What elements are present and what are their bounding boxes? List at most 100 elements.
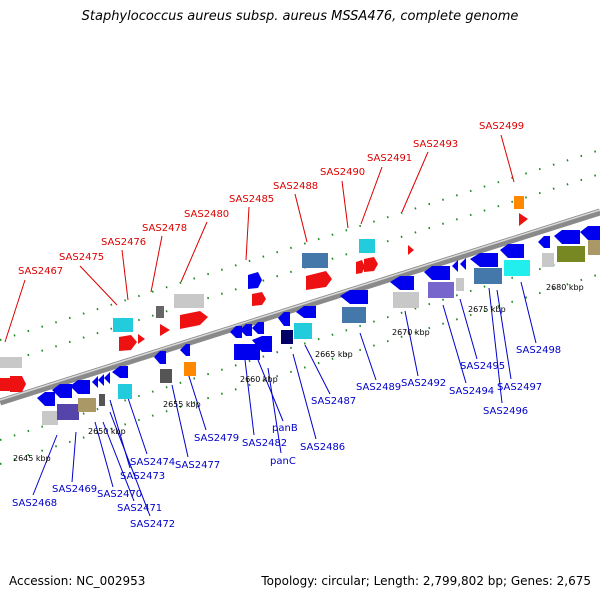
gene-label-forward[interactable]: SAS2467 [18, 266, 63, 277]
gene-feature[interactable] [456, 278, 464, 291]
gene-feature[interactable] [240, 324, 252, 336]
gene-feature[interactable] [538, 236, 550, 248]
gene-feature[interactable] [0, 378, 12, 391]
gene-feature[interactable] [296, 306, 316, 318]
gene-feature[interactable] [184, 362, 196, 376]
gene-feature[interactable] [252, 292, 266, 306]
gene-feature[interactable] [92, 376, 98, 388]
gene-feature[interactable] [504, 260, 530, 276]
gene-feature[interactable] [252, 336, 272, 352]
gene-label-forward[interactable]: SAS2476 [101, 237, 146, 248]
gene-label-reverse[interactable]: SAS2468 [12, 498, 57, 509]
gene-label-forward[interactable]: SAS2488 [273, 181, 318, 192]
gene-label-reverse[interactable]: SAS2479 [194, 433, 239, 444]
gene-feature[interactable] [10, 376, 26, 392]
gene-feature[interactable] [70, 380, 90, 394]
gene-feature[interactable] [342, 307, 366, 323]
gene-label-reverse[interactable]: SAS2487 [311, 396, 356, 407]
gene-label-forward[interactable]: SAS2490 [320, 167, 365, 178]
gene-feature[interactable] [514, 196, 524, 209]
gene-feature[interactable] [248, 272, 262, 289]
gene-feature[interactable] [364, 257, 378, 272]
gene-feature[interactable] [588, 240, 600, 255]
gene-label-forward[interactable]: SAS2475 [59, 252, 104, 263]
gene-feature[interactable] [542, 253, 554, 267]
gene-feature[interactable] [252, 322, 264, 334]
gene-label-forward[interactable]: SAS2491 [367, 153, 412, 164]
gene-label-reverse[interactable]: panB [272, 423, 298, 434]
gene-feature[interactable] [160, 324, 170, 336]
gene-feature[interactable] [104, 372, 110, 384]
gene-feature[interactable] [460, 258, 466, 270]
gene-feature[interactable] [78, 398, 96, 412]
gene-feature[interactable] [180, 344, 190, 356]
gene-feature[interactable] [452, 260, 458, 272]
gene-feature[interactable] [99, 394, 105, 406]
gene-feature[interactable] [138, 334, 145, 344]
gene-feature[interactable] [393, 292, 419, 308]
gene-feature[interactable] [340, 290, 368, 304]
gene-label-reverse[interactable]: SAS2498 [516, 345, 561, 356]
gene-feature[interactable] [0, 357, 22, 368]
gene-label-forward[interactable]: SAS2478 [142, 223, 187, 234]
gene-feature[interactable] [408, 245, 414, 255]
gene-label-reverse[interactable]: SAS2496 [483, 406, 528, 417]
gene-feature[interactable] [470, 253, 498, 267]
gene-feature[interactable] [554, 230, 580, 244]
scale-label: 2660 kbp [240, 375, 278, 384]
gene-label-reverse[interactable]: SAS2472 [130, 519, 175, 530]
gene-feature[interactable] [302, 253, 328, 268]
gene-feature[interactable] [118, 384, 132, 399]
gene-feature[interactable] [500, 244, 524, 258]
gene-feature[interactable] [180, 311, 208, 329]
gene-feature[interactable] [278, 312, 290, 326]
gene-label-forward[interactable]: SAS2480 [184, 209, 229, 220]
gene-label-reverse[interactable]: SAS2471 [117, 503, 162, 514]
gene-feature[interactable] [306, 271, 332, 290]
gene-feature[interactable] [160, 369, 172, 383]
gene-feature[interactable] [112, 366, 128, 378]
gene-feature[interactable] [580, 226, 600, 240]
gene-label-forward[interactable]: SAS2493 [413, 139, 458, 150]
gene-feature[interactable] [428, 282, 454, 298]
gene-label-reverse[interactable]: SAS2495 [460, 361, 505, 372]
gene-feature[interactable] [156, 306, 164, 318]
leader-line [4, 279, 26, 343]
gene-feature[interactable] [390, 276, 414, 290]
gene-feature[interactable] [356, 260, 365, 274]
gene-feature[interactable] [52, 384, 72, 398]
gene-label-reverse[interactable]: SAS2486 [300, 442, 345, 453]
gene-feature[interactable] [57, 404, 79, 420]
gene-label-reverse[interactable]: SAS2489 [356, 382, 401, 393]
gene-label-forward[interactable]: SAS2499 [479, 121, 524, 132]
gene-feature[interactable] [37, 392, 55, 406]
gene-label-forward[interactable]: SAS2485 [229, 194, 274, 205]
gene-label-reverse[interactable]: SAS2469 [52, 484, 97, 495]
gene-feature[interactable] [98, 374, 104, 386]
gene-label-reverse[interactable]: SAS2497 [497, 382, 542, 393]
gene-label-reverse[interactable]: panC [270, 456, 296, 467]
scale-label: 2665 kbp [315, 350, 353, 359]
gene-feature[interactable] [294, 323, 312, 339]
gene-feature[interactable] [230, 326, 242, 338]
gene-label-reverse[interactable]: SAS2474 [130, 457, 175, 468]
gene-label-reverse[interactable]: SAS2477 [175, 460, 220, 471]
gene-feature[interactable] [359, 239, 375, 253]
gene-feature[interactable] [281, 330, 293, 344]
gene-feature[interactable] [519, 213, 528, 226]
gene-label-reverse[interactable]: SAS2494 [449, 386, 494, 397]
gene-label-reverse[interactable]: SAS2470 [97, 489, 142, 500]
gene-feature[interactable] [234, 344, 260, 360]
gene-feature[interactable] [424, 266, 450, 280]
gene-feature[interactable] [119, 335, 137, 351]
gene-feature[interactable] [174, 294, 204, 308]
gene-label-reverse[interactable]: SAS2473 [120, 471, 165, 482]
gene-feature[interactable] [474, 268, 502, 284]
gene-feature[interactable] [113, 318, 133, 332]
gene-label-reverse[interactable]: SAS2482 [242, 438, 287, 449]
gene-feature[interactable] [154, 351, 166, 364]
gene-feature[interactable] [557, 246, 585, 262]
gene-label-reverse[interactable]: SAS2492 [401, 378, 446, 389]
gene-labels: SAS2467SAS2475SAS2476SAS2478SAS2480SAS24… [12, 121, 561, 530]
gene-feature[interactable] [42, 411, 58, 425]
